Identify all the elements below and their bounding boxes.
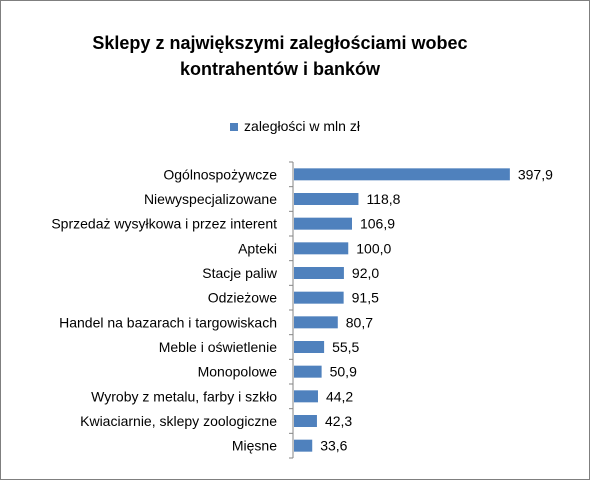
category-label: Kwiaciarnie, sklepy zoologiczne (80, 413, 277, 429)
value-label: 106,9 (360, 216, 395, 232)
chart-legend: zaległości w mln zł (0, 118, 590, 134)
legend-swatch (230, 123, 239, 132)
bar (294, 390, 318, 403)
category-label: Odzieżowe (208, 290, 277, 306)
category-label: Stacje paliw (202, 265, 278, 281)
legend-label: zaległości w mln zł (244, 118, 360, 134)
category-label: Niewyspecjalizowane (144, 191, 277, 207)
bar (294, 217, 352, 230)
bar (294, 365, 322, 378)
bar (294, 291, 344, 304)
bar (294, 415, 317, 427)
bar (294, 341, 325, 353)
chart-title-line-2: kontrahentów i banków (179, 59, 380, 79)
category-label: Mięsne (232, 438, 277, 454)
bar (294, 168, 510, 181)
value-label: 92,0 (352, 265, 379, 281)
category-label: Monopolowe (198, 364, 278, 380)
bar (294, 267, 344, 279)
value-label: 80,7 (346, 314, 373, 330)
bar (294, 439, 313, 452)
chart-title: Sklepy z największymi zaległościami wobe… (20, 30, 540, 82)
value-label: 118,8 (366, 191, 400, 207)
category-label: Ogólnospożywcze (163, 166, 277, 182)
category-label: Wyroby z metalu, farby i szkło (91, 388, 277, 404)
value-label: 42,3 (325, 413, 352, 429)
chart-title-line-1: Sklepy z największymi zaległościami wobe… (92, 33, 468, 53)
bar (294, 242, 349, 255)
value-label: 33,6 (320, 438, 347, 454)
category-label: Sprzedaż wysyłkowa i przez interent (51, 216, 277, 232)
bar (294, 193, 359, 205)
value-label: 55,5 (332, 339, 359, 355)
value-label: 397,9 (518, 166, 553, 182)
category-label: Handel na bazarach i targowiskach (59, 314, 277, 330)
category-label: Apteki (238, 240, 277, 256)
value-label: 100,0 (356, 240, 391, 256)
value-label: 44,2 (326, 388, 353, 404)
bar (294, 316, 338, 329)
value-label: 91,5 (352, 290, 379, 306)
value-label: 50,9 (330, 364, 357, 380)
category-label: Meble i oświetlenie (159, 339, 277, 355)
